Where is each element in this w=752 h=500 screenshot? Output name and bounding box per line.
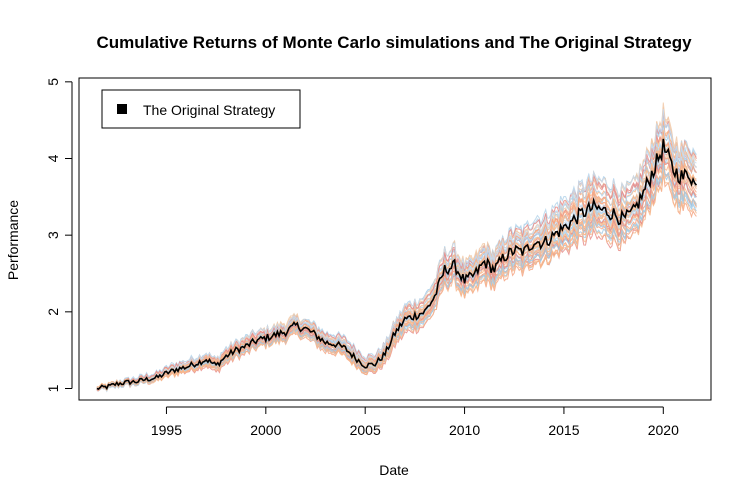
simulation-line [96, 120, 697, 389]
simulation-line [96, 132, 697, 392]
x-tick-label: 2015 [548, 422, 579, 438]
legend-label: The Original Strategy [143, 102, 275, 118]
legend: The Original Strategy [101, 89, 301, 129]
legend-swatch [117, 104, 127, 114]
y-tick-label: 3 [45, 231, 61, 239]
simulation-line [96, 122, 697, 391]
simulation-line [96, 166, 697, 392]
simulation-line [96, 120, 697, 390]
x-tick-label: 2020 [648, 422, 679, 438]
simulation-line [96, 130, 697, 390]
simulation-line [96, 137, 697, 389]
simulation-line [96, 109, 697, 391]
simulation-line [96, 102, 697, 389]
y-tick-label: 1 [45, 384, 61, 392]
x-axis: 1995 2000 2005 2010 2015 2020 [151, 406, 679, 438]
simulation-line [96, 140, 697, 391]
x-tick-label: 2005 [350, 422, 381, 438]
simulation-line [96, 108, 697, 390]
simulation-line [96, 134, 697, 388]
x-tick-label: 2010 [449, 422, 480, 438]
y-tick-label: 5 [45, 78, 61, 86]
simulation-line [96, 110, 697, 390]
simulation-line [96, 144, 697, 390]
simulation-line [96, 142, 697, 392]
simulation-line [96, 135, 697, 390]
simulation-line [96, 130, 697, 390]
simulation-line [96, 139, 697, 389]
plot-frame [78, 77, 712, 401]
x-tick-label: 1995 [151, 422, 182, 438]
simulation-line [96, 112, 697, 392]
x-tick-label: 2000 [250, 422, 281, 438]
simulation-line [96, 143, 697, 390]
original-strategy-line [96, 138, 698, 391]
simulation-line [96, 137, 697, 389]
legend-box [101, 89, 301, 129]
y-axis-label: Performance [5, 200, 21, 280]
simulation-line [96, 106, 697, 390]
simulation-line [96, 129, 697, 390]
simulation-line [96, 127, 697, 390]
simulation-line [96, 113, 697, 391]
simulation-lines [96, 102, 697, 393]
chart-title: Cumulative Returns of Monte Carlo simula… [96, 33, 692, 52]
x-axis-label: Date [379, 462, 409, 478]
simulation-line [96, 166, 697, 390]
y-axis: 1 2 3 4 5 [45, 78, 73, 392]
y-tick-label: 2 [45, 308, 61, 316]
simulation-line [96, 171, 697, 391]
simulation-line [96, 125, 697, 390]
y-tick-label: 4 [45, 154, 61, 162]
